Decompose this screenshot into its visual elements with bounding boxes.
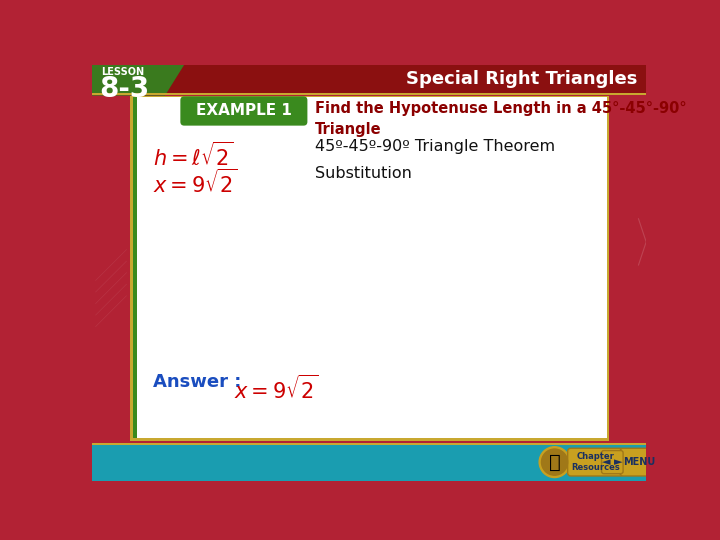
Bar	[92, 93, 647, 95]
Text: Special Right Triangles: Special Right Triangles	[405, 70, 637, 89]
Bar	[130, 96, 609, 441]
Bar	[92, 65, 647, 93]
Polygon shape	[92, 65, 184, 96]
Text: $h = \ell\sqrt{2}$: $h = \ell\sqrt{2}$	[153, 142, 234, 170]
Text: Chapter
Resources: Chapter Resources	[571, 452, 620, 472]
FancyBboxPatch shape	[620, 448, 659, 476]
Text: Find the Hypotenuse Length in a 45°-45°-90°
Triangle: Find the Hypotenuse Length in a 45°-45°-…	[315, 101, 687, 137]
Bar	[92, 443, 647, 445]
Text: EXAMPLE 1: EXAMPLE 1	[197, 103, 292, 118]
Text: LESSON: LESSON	[101, 67, 144, 77]
Bar	[92, 444, 647, 481]
Bar	[132, 97, 138, 438]
Text: 8-3: 8-3	[99, 75, 150, 103]
FancyBboxPatch shape	[567, 448, 624, 476]
Text: MENU: MENU	[623, 457, 655, 467]
Text: 🌎: 🌎	[549, 453, 560, 471]
Text: ◄ ►: ◄ ►	[602, 457, 623, 467]
Text: $x = 9\sqrt{2}$: $x = 9\sqrt{2}$	[153, 168, 238, 197]
Text: 45º-45º-90º Triangle Theorem: 45º-45º-90º Triangle Theorem	[315, 139, 555, 154]
FancyBboxPatch shape	[180, 96, 307, 126]
Text: Answer :: Answer :	[153, 373, 242, 391]
Bar	[132, 97, 607, 438]
Text: $x = 9\sqrt{2}$: $x = 9\sqrt{2}$	[234, 374, 319, 403]
Text: Substitution: Substitution	[315, 166, 412, 181]
FancyBboxPatch shape	[601, 450, 623, 474]
Circle shape	[541, 449, 567, 475]
Circle shape	[539, 447, 570, 477]
